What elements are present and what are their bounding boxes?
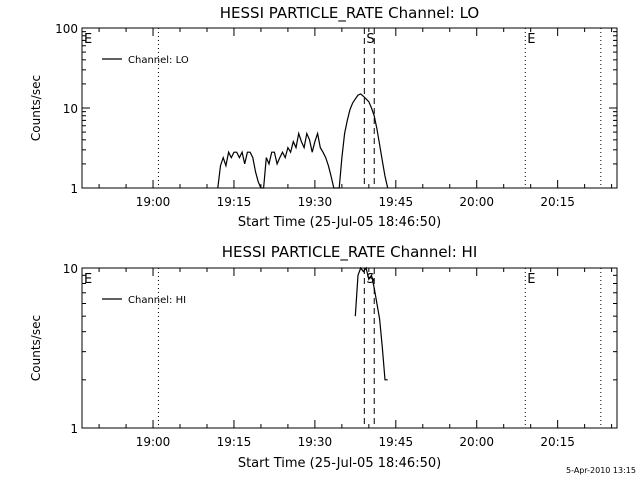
panel-1-x-axis-label: Start Time (25-Jul-05 18:46:50) (238, 215, 441, 230)
panel-1-x-tick-label: 19:00 (136, 195, 171, 209)
panel-1-event-marker-label: S (366, 32, 374, 47)
panel-2-legend-label: Channel: HI (128, 295, 186, 306)
panel-2-x-tick-label: 20:15 (540, 435, 575, 449)
panel-2-event-marker-label: E (84, 272, 92, 287)
panel-1-y-tick-label: 1 (70, 182, 78, 196)
panel-2-y-axis-label: Counts/sec (29, 315, 43, 381)
panel-1-x-tick-label: 20:15 (540, 195, 575, 209)
panel-2-event-marker-label: S (366, 272, 374, 287)
panel-1-event-marker-label: E (527, 32, 535, 47)
panel-1-x-tick-label: 19:15 (217, 195, 252, 209)
timestamp-footer: 5-Apr-2010 13:15 (566, 466, 636, 475)
panel-2-series-line (354, 266, 388, 381)
panel-2-x-axis-label: Start Time (25-Jul-05 18:46:50) (238, 456, 441, 471)
panel-2-y-tick-label: 1 (70, 422, 78, 436)
panel-1-x-tick-label: 20:00 (459, 195, 494, 209)
panel-2-y-tick-label: 10 (63, 262, 78, 276)
panel-1-y-tick-label: 10 (63, 102, 78, 116)
panel-1-x-tick-label: 19:30 (298, 195, 333, 209)
panel-1-y-tick-label: 100 (55, 22, 78, 36)
panel-1-title: HESSI PARTICLE_RATE Channel: LO (220, 4, 479, 23)
panel-1-legend-label: Channel: LO (128, 55, 189, 66)
panel-2-title: HESSI PARTICLE_RATE Channel: HI (222, 243, 478, 262)
panel-2-event-marker-label: E (527, 272, 535, 287)
panel-1-y-axis-label: Counts/sec (29, 75, 43, 141)
panel-1-event-marker-label: E (84, 32, 92, 47)
panel-1-series-line (217, 93, 389, 189)
panel-2-x-tick-label: 19:45 (379, 435, 414, 449)
panel-2-x-tick-label: 19:30 (298, 435, 333, 449)
panel-1-x-tick-label: 19:45 (379, 195, 414, 209)
panel-2-x-tick-label: 19:00 (136, 435, 171, 449)
panel-2-x-tick-label: 19:15 (217, 435, 252, 449)
panel-2-x-tick-label: 20:00 (459, 435, 494, 449)
